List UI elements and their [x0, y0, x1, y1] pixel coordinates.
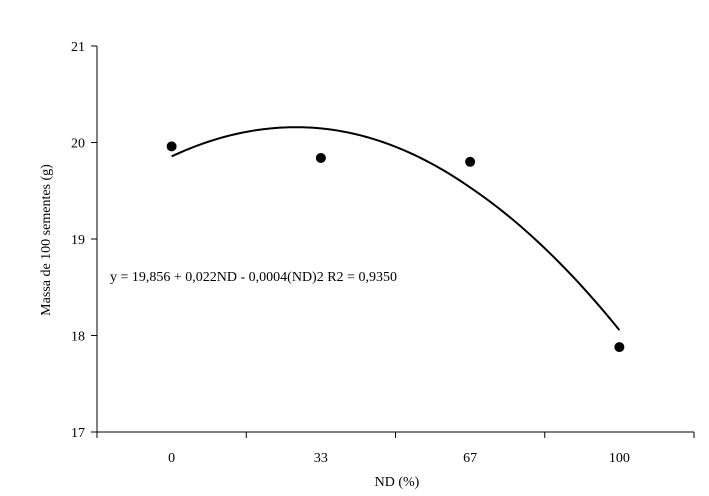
- x-tick-label: 33: [314, 451, 328, 466]
- x-tick-label: 100: [609, 451, 630, 466]
- y-tick-label: 21: [71, 40, 85, 55]
- data-point: [315, 152, 326, 163]
- equation-annotation: y = 19,856 + 0,022ND - 0,0004(ND)2 R2 = …: [110, 270, 397, 285]
- fit-curve-line: [171, 126, 621, 331]
- y-tick-label: 17: [71, 426, 85, 441]
- x-ticks: 0 33 67 100: [96, 432, 695, 466]
- y-axis-title: Massa de 100 sementes (g): [39, 164, 54, 316]
- y-tick-label: 19: [71, 233, 85, 248]
- x-axis-title: ND (%): [375, 475, 420, 490]
- data-point: [465, 156, 476, 167]
- x-tick-label: 67: [463, 451, 477, 466]
- data-points: [166, 141, 625, 353]
- y-tick-label: 20: [71, 137, 85, 152]
- x-tick-label: 0: [168, 451, 175, 466]
- fit-curve: [171, 126, 621, 331]
- data-point: [614, 342, 625, 353]
- y-tick-label: 18: [71, 330, 85, 345]
- y-ticks: 17 18 19 20 21: [71, 40, 97, 441]
- data-point: [166, 141, 177, 152]
